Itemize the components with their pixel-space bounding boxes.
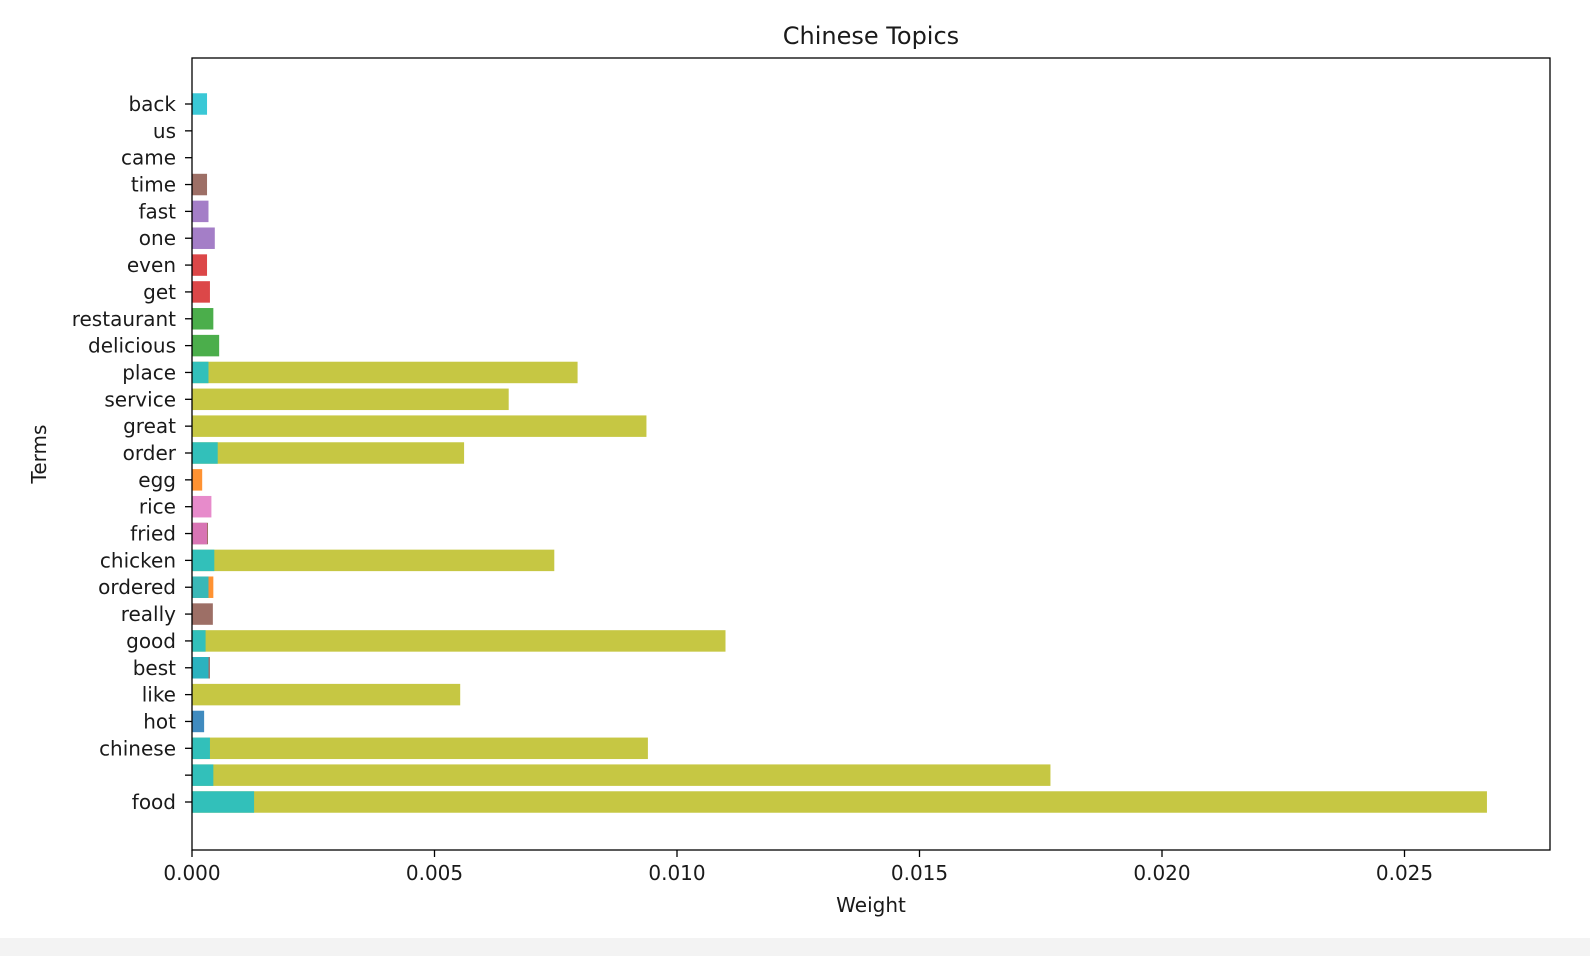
y-tick-label: even	[127, 253, 176, 277]
y-tick-label: us	[153, 119, 176, 143]
bar-chinese-4	[192, 737, 648, 760]
y-tick-label: chinese	[99, 736, 176, 760]
y-tick-label: egg	[138, 468, 176, 492]
y-tick-label: place	[122, 360, 176, 384]
bar-order-22	[192, 442, 218, 464]
bar-even-30	[192, 254, 208, 276]
bar-blank-3	[192, 764, 214, 786]
x-tick-label: 0.005	[406, 861, 463, 885]
y-tick-label: ordered	[98, 575, 176, 599]
bar-best-9	[192, 657, 209, 679]
bar-delicious-27	[192, 334, 220, 357]
window-bottom-strip	[0, 938, 1590, 956]
x-tick-label: 0.000	[163, 861, 220, 885]
bar-really-12	[192, 603, 213, 625]
x-axis-title: Weight	[836, 893, 906, 917]
bar-good-11	[192, 630, 206, 652]
bar-one-31	[192, 227, 215, 249]
x-tick-label: 0.010	[648, 861, 705, 885]
bars-layer	[192, 93, 1487, 813]
bar-food-1	[192, 791, 255, 813]
bar-time-33	[192, 173, 208, 196]
x-tick-label: 0.015	[891, 861, 948, 885]
x-axis: 0.000 0.005 0.010 0.015 0.020 0.025	[163, 850, 1433, 885]
bar-hot-6	[192, 710, 205, 733]
bar-place-26	[192, 361, 209, 384]
y-tick-label: hot	[143, 709, 176, 733]
y-tick-label: rice	[139, 495, 176, 519]
chart-title: Chinese Topics	[783, 22, 959, 50]
y-tick-label: back	[128, 92, 176, 116]
y-tick-label: one	[139, 226, 176, 250]
y-tick-label: great	[123, 414, 176, 438]
bar-fried-18	[192, 522, 208, 545]
plot-frame	[191, 57, 1551, 851]
x-tick-label: 0.020	[1133, 861, 1190, 885]
bar-egg-20	[192, 469, 203, 491]
y-tick-label: time	[131, 173, 176, 197]
y-tick-label: really	[121, 602, 176, 626]
y-tick-label: chicken	[100, 548, 176, 572]
bar-restaurant-28	[192, 308, 214, 330]
y-tick-label: food	[132, 790, 176, 814]
bar-good-10	[192, 630, 726, 652]
y-tick-label: restaurant	[72, 307, 176, 331]
y-tick-label: best	[133, 656, 176, 680]
bar-food-0	[192, 791, 1487, 813]
y-tick-label: order	[123, 441, 177, 465]
bar-place-25	[192, 361, 578, 384]
x-tick-label: 0.025	[1376, 861, 1433, 885]
y-axis-title: Terms	[27, 425, 51, 485]
bar-service-24	[192, 388, 509, 411]
bar-ordered-14	[192, 576, 209, 598]
y-tick-label: fried	[130, 522, 176, 546]
y-tick-label: get	[143, 280, 176, 304]
bar-great-23	[192, 415, 647, 437]
y-tick-label: good	[126, 629, 176, 653]
y-tick-label: fast	[138, 199, 176, 223]
bar-chicken-15	[192, 549, 555, 572]
bar-blank-2	[192, 764, 1051, 786]
bar-back-34	[192, 93, 208, 115]
bar-chinese-5	[192, 737, 210, 760]
bar-order-21	[192, 442, 465, 464]
y-tick-label: came	[121, 146, 176, 170]
bar-fast-32	[192, 200, 209, 223]
bar-get-29	[192, 281, 210, 303]
y-tick-label: delicious	[88, 334, 176, 358]
y-tick-label: like	[142, 683, 176, 707]
bar-like-7	[192, 683, 461, 706]
bar-rice-19	[192, 495, 212, 518]
y-tick-label: service	[104, 387, 176, 411]
bar-chicken-16	[192, 549, 215, 572]
